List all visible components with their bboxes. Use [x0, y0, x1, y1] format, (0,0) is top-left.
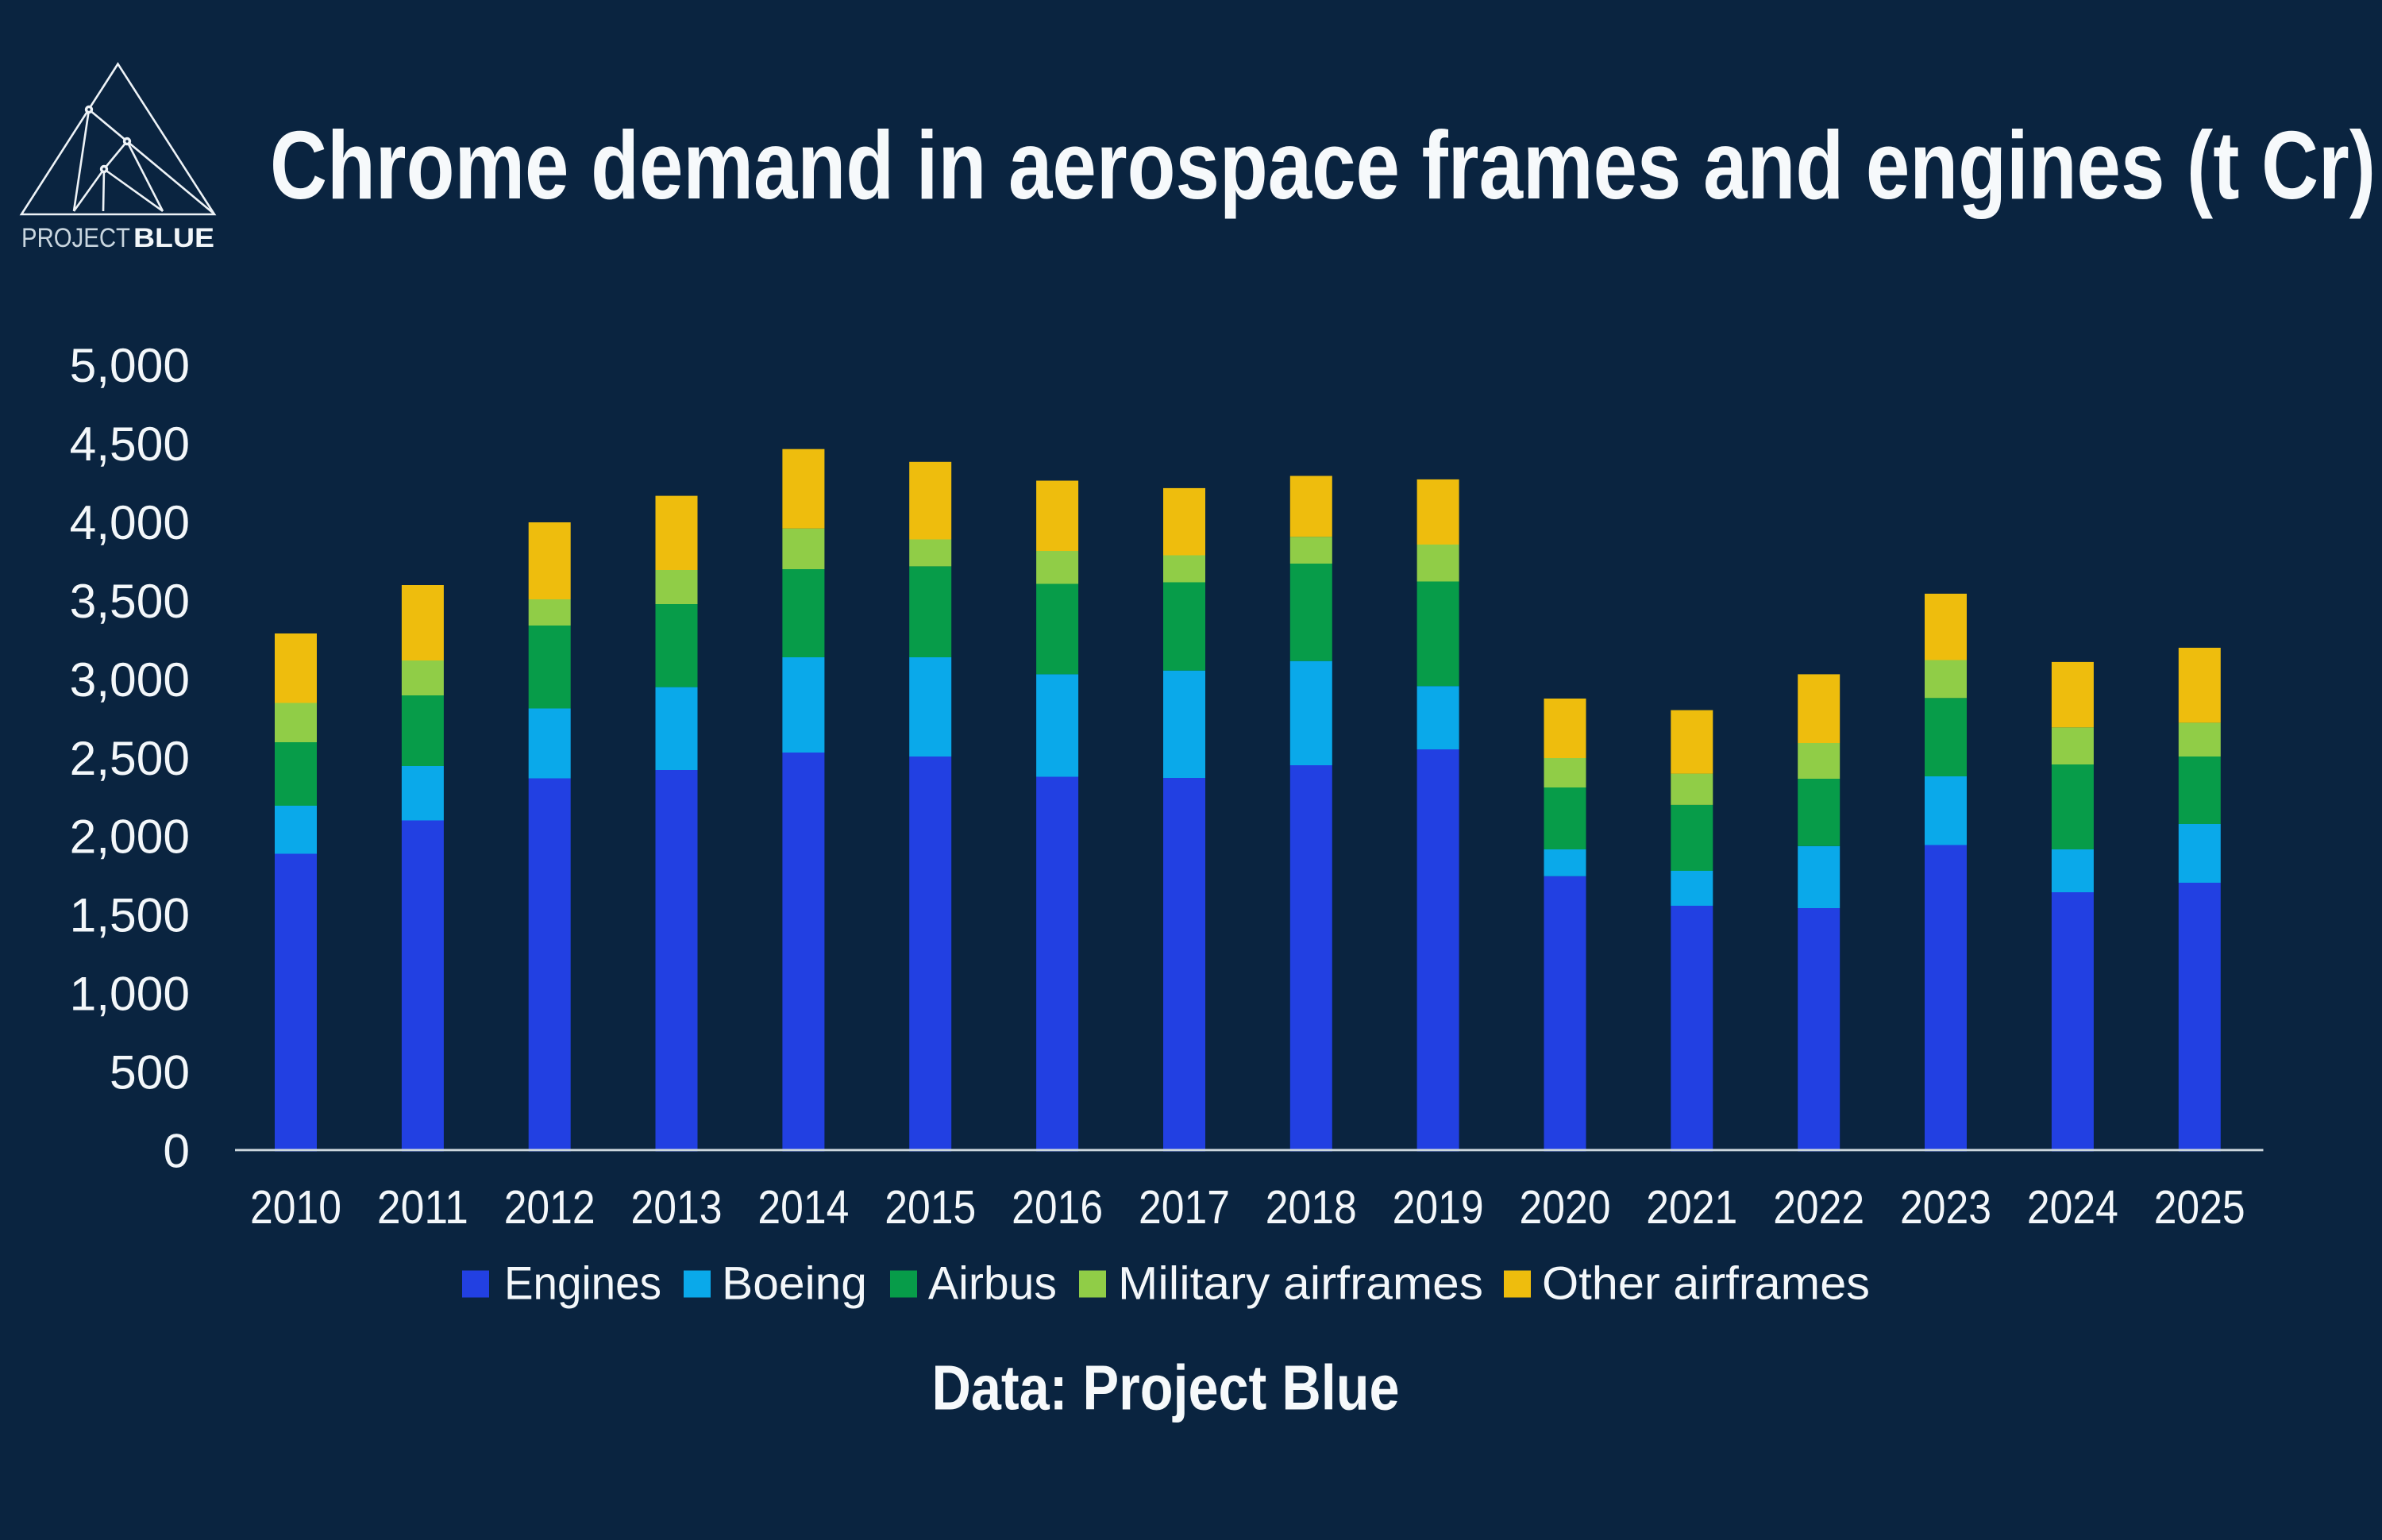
svg-text:2,500: 2,500 [70, 731, 190, 785]
svg-text:500: 500 [110, 1045, 190, 1099]
svg-text:2022: 2022 [1773, 1181, 1864, 1234]
svg-text:2021: 2021 [1646, 1181, 1737, 1234]
svg-text:2017: 2017 [1139, 1181, 1230, 1234]
svg-text:2023: 2023 [1900, 1181, 1991, 1234]
svg-text:1,000: 1,000 [70, 967, 190, 1021]
svg-text:4,000: 4,000 [70, 495, 190, 549]
svg-text:0: 0 [163, 1124, 190, 1178]
svg-text:2,000: 2,000 [70, 810, 190, 864]
svg-text:2020: 2020 [1520, 1181, 1611, 1234]
svg-text:2011: 2011 [377, 1181, 468, 1234]
svg-text:2015: 2015 [885, 1181, 976, 1234]
svg-text:4,500: 4,500 [70, 417, 190, 471]
svg-text:2018: 2018 [1266, 1181, 1357, 1234]
svg-text:Boeing: Boeing [722, 1258, 867, 1310]
svg-text:2012: 2012 [504, 1181, 596, 1234]
svg-text:Airbus: Airbus [928, 1258, 1057, 1310]
svg-text:2019: 2019 [1393, 1181, 1484, 1234]
svg-text:2013: 2013 [631, 1181, 723, 1234]
svg-text:3,500: 3,500 [70, 574, 190, 628]
svg-text:5,000: 5,000 [70, 338, 190, 392]
svg-text:Chrome demand in aerospace fra: Chrome demand in aerospace frames and en… [270, 111, 2376, 219]
svg-text:3,000: 3,000 [70, 653, 190, 706]
svg-text:2014: 2014 [757, 1181, 849, 1234]
svg-text:2025: 2025 [2154, 1181, 2245, 1234]
svg-text:2024: 2024 [2027, 1181, 2118, 1234]
svg-text:PROJECT: PROJECT [21, 223, 130, 253]
svg-text:Other airframes: Other airframes [1542, 1258, 1870, 1310]
svg-text:2016: 2016 [1012, 1181, 1103, 1234]
svg-text:Data: Project Blue: Data: Project Blue [932, 1353, 1400, 1423]
svg-text:Military airframes: Military airframes [1118, 1258, 1483, 1310]
svg-text:BLUE: BLUE [133, 223, 214, 253]
svg-text:1,500: 1,500 [70, 888, 190, 942]
svg-text:Engines: Engines [504, 1258, 661, 1310]
svg-text:2010: 2010 [250, 1181, 341, 1234]
